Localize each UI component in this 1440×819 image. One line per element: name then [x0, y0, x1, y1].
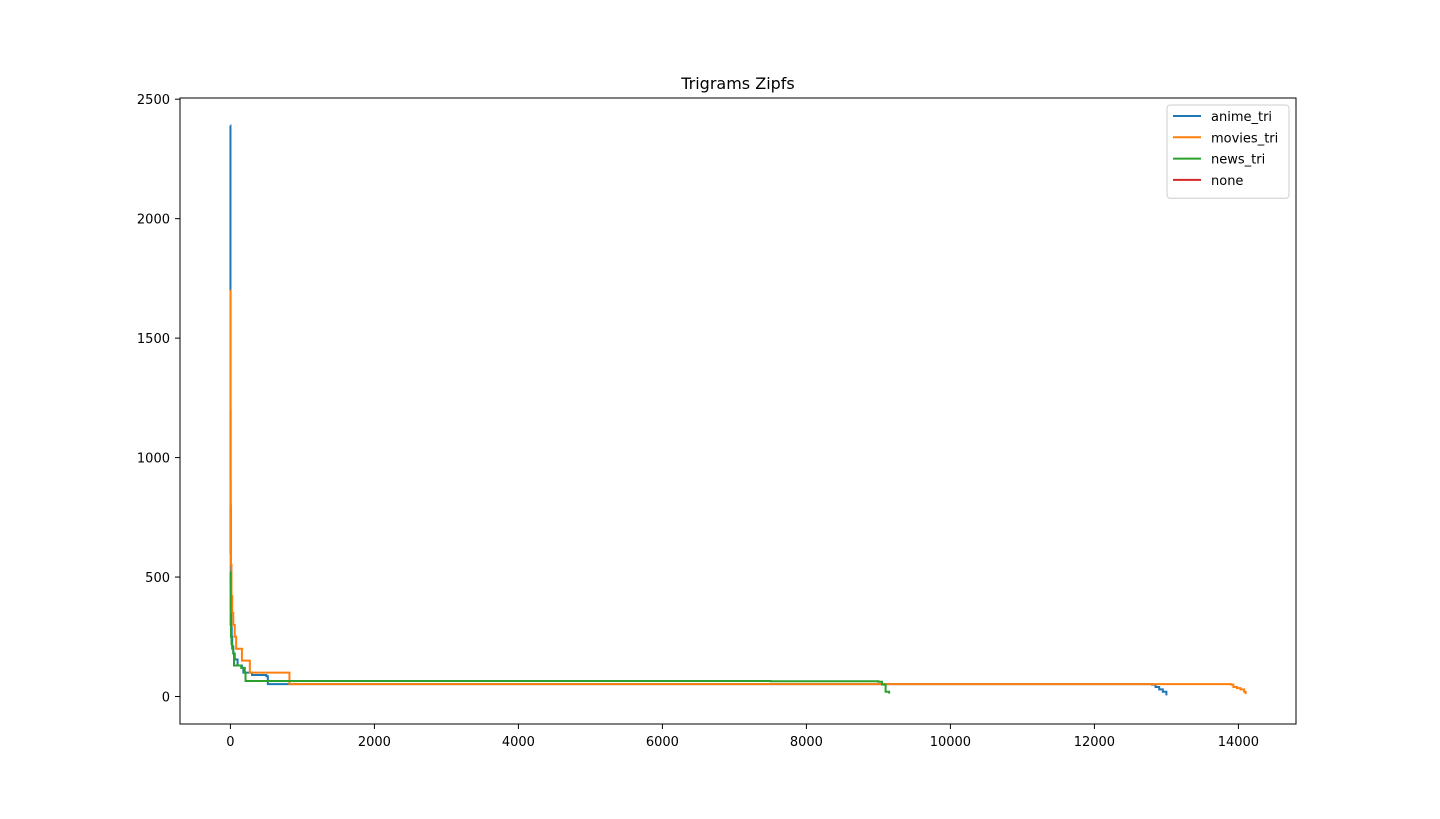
series-line-news-tri — [229, 571, 891, 694]
plot-area — [229, 124, 1247, 696]
x-axis: 0 2000 4000 6000 8000 10000 12000 14000 — [226, 724, 1259, 750]
y-tick-label: 2500 — [137, 93, 170, 108]
legend-label-anime-tri: anime_tri — [1211, 110, 1272, 125]
x-tick-label: 14000 — [1218, 735, 1259, 750]
y-tick-label: 0 — [162, 691, 170, 706]
y-axis: 0 500 1000 1500 2000 2500 — [137, 93, 180, 706]
x-tick-label: 12000 — [1074, 735, 1115, 750]
chart-title: Trigrams Zipfs — [680, 74, 795, 93]
x-tick-label: 4000 — [502, 735, 535, 750]
legend-label-none: none — [1211, 174, 1243, 189]
y-tick-label: 1500 — [137, 332, 170, 347]
legend-label-news-tri: news_tri — [1211, 153, 1265, 168]
legend-box — [1166, 104, 1290, 199]
x-tick-label: 0 — [226, 735, 234, 750]
y-tick-label: 2000 — [137, 213, 170, 228]
x-tick-label: 8000 — [790, 735, 823, 750]
legend-label-movies-tri: movies_tri — [1211, 131, 1278, 146]
y-tick-label: 500 — [145, 571, 170, 586]
series-line-anime-tri — [229, 124, 1168, 696]
x-tick-label: 6000 — [646, 735, 679, 750]
y-tick-label: 1000 — [137, 452, 170, 467]
axes-frame — [179, 97, 1297, 725]
x-tick-label: 10000 — [930, 735, 971, 750]
series-line-movies-tri — [229, 289, 1247, 695]
x-tick-label: 2000 — [358, 735, 391, 750]
